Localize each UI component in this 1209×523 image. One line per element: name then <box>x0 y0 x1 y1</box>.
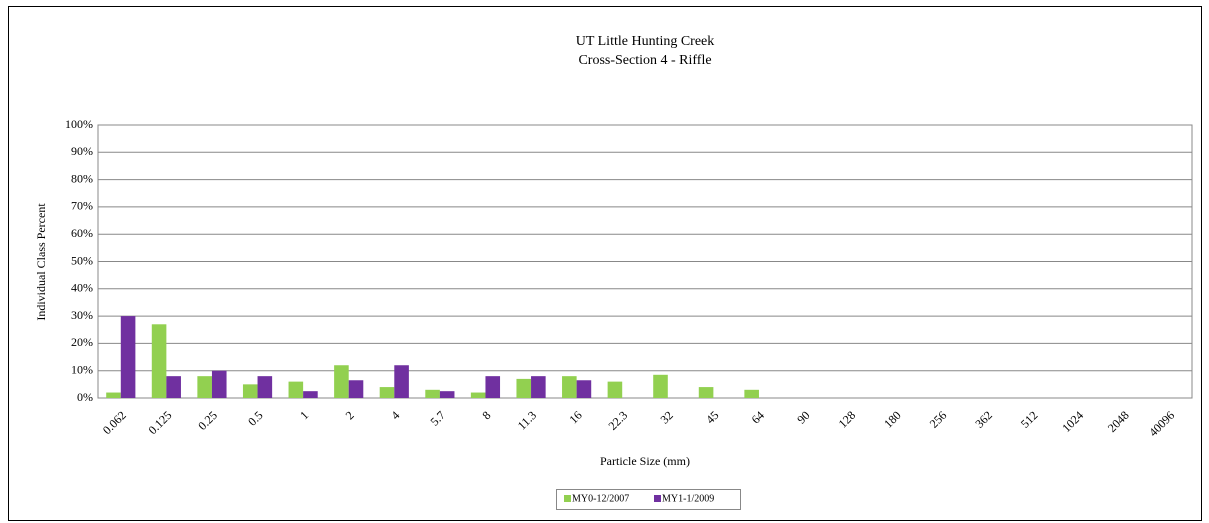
y-tick-label: 80% <box>71 171 93 185</box>
y-tick-label: 70% <box>71 199 93 213</box>
bar <box>470 392 486 398</box>
bar <box>334 365 349 398</box>
y-tick-label: 100% <box>65 117 93 131</box>
bar <box>698 387 714 398</box>
bar <box>211 370 227 398</box>
y-tick-label: 40% <box>71 281 93 295</box>
bar <box>120 316 136 398</box>
y-tick-label: 50% <box>71 253 93 267</box>
bar <box>744 389 759 398</box>
y-tick-label: 10% <box>71 362 93 376</box>
bar <box>394 365 409 398</box>
legend-label: MY1-1/2009 <box>662 493 714 504</box>
bar <box>485 376 501 398</box>
bar <box>242 384 258 398</box>
bar <box>379 387 395 398</box>
legend-label: MY0-12/2007 <box>572 493 629 504</box>
bar <box>576 380 592 398</box>
bar <box>607 381 623 398</box>
bar <box>303 391 318 398</box>
x-axis-label: Particle Size (mm) <box>600 454 690 468</box>
y-tick-label: 0% <box>77 390 93 404</box>
y-axis-label: Individual Class Percent <box>34 203 48 321</box>
y-tick-label: 90% <box>71 144 93 158</box>
chart-title: UT Little Hunting Creek <box>576 34 715 49</box>
bar <box>166 376 181 398</box>
bar <box>348 380 364 398</box>
legend-swatch <box>654 495 661 502</box>
bar <box>562 376 577 398</box>
bar <box>151 324 167 398</box>
y-tick-label: 20% <box>71 335 93 349</box>
bar <box>288 381 304 398</box>
bar <box>439 391 455 398</box>
bar <box>197 376 212 398</box>
chart-subtitle: Cross-Section 4 - Riffle <box>578 53 711 68</box>
bar <box>653 374 668 398</box>
y-tick-label: 30% <box>71 308 93 322</box>
bar <box>425 389 440 398</box>
bar <box>531 376 546 398</box>
bar <box>516 378 532 398</box>
legend-box <box>556 489 741 510</box>
bar <box>257 376 273 398</box>
legend-swatch <box>564 495 571 502</box>
bar <box>106 392 121 398</box>
y-tick-label: 60% <box>71 226 93 240</box>
